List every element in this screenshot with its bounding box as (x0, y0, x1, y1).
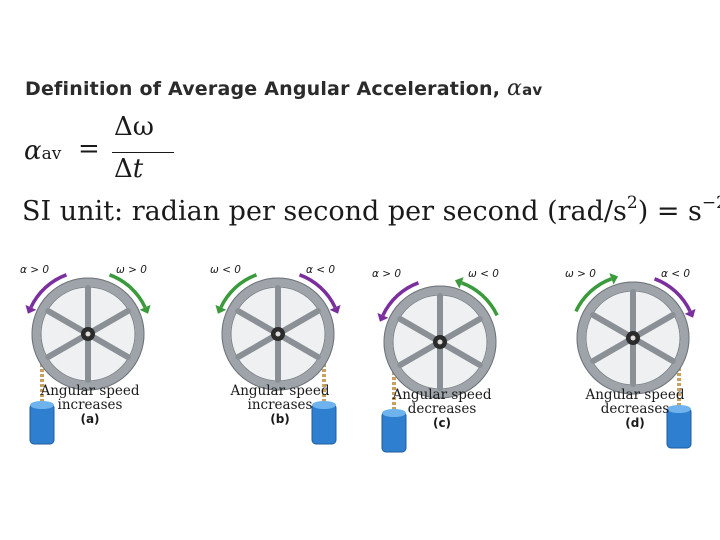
wheel-rim-outer (383, 285, 497, 399)
right-rotation-arrow (108, 273, 147, 309)
wheel-spoke (437, 339, 483, 368)
title-symbol: α (507, 76, 523, 101)
panel-caption: Angular speed increases (b) (215, 384, 345, 426)
arrowhead (377, 312, 389, 322)
equation-lhs: αav (24, 136, 61, 166)
equation-lhs-subscript: av (41, 144, 62, 164)
right-rotation-arrow (298, 273, 337, 309)
wheel-panel: α > 0 ω > 0 Angular speed increases (a) (8, 262, 188, 512)
title-text: Definition of Average Angular Accelerati… (25, 78, 501, 100)
wheel-panel: ω > 0 α < 0 Angular speed decreases (d) (553, 266, 720, 516)
title-subscript: av (522, 81, 543, 99)
wheel-spoke (437, 316, 483, 345)
panel-caption: Angular speed decreases (c) (377, 388, 507, 430)
arrowhead (454, 277, 464, 289)
left-rotation-arrow (219, 273, 258, 309)
wheel-spoke (275, 308, 321, 337)
equation-numerator: Δω (114, 112, 154, 142)
right-quantity-label: α < 0 (661, 268, 691, 280)
arrowhead (609, 273, 619, 285)
right-rotation-arrow (653, 277, 692, 313)
average-angular-acceleration-equation: αav = Δω Δt (24, 112, 224, 192)
right-quantity-label: ω > 0 (116, 264, 147, 276)
block-top (30, 401, 54, 409)
equation-denominator: Δt (114, 154, 143, 184)
left-quantity-label: α > 0 (372, 268, 402, 280)
wheel-axle (275, 331, 281, 337)
definition-title: Definition of Average Angular Accelerati… (25, 76, 542, 101)
wheel-diagram (377, 277, 499, 453)
caption-line: decreases (600, 401, 670, 417)
equation-denominator-delta: Δ (114, 154, 133, 184)
caption-line: Angular speed (230, 383, 330, 399)
arrowhead (329, 304, 341, 314)
wheel-spoke (235, 331, 281, 360)
wheel-spoke (590, 335, 636, 364)
equation-equals: = (78, 134, 100, 164)
caption-line: increases (247, 397, 313, 413)
caption-line: increases (57, 397, 123, 413)
wheel-spoke (630, 312, 676, 341)
wheel-axle (437, 339, 443, 345)
panel-caption: Angular speed decreases (d) (570, 388, 700, 430)
wheel-rim (576, 281, 690, 395)
panel-letter: (d) (625, 416, 645, 430)
left-quantity-label: ω < 0 (210, 264, 241, 276)
si-unit-mid: ) = s (637, 196, 702, 227)
wheel-spoke (85, 331, 131, 360)
left-rotation-arrow (29, 273, 68, 309)
wheel-rim (221, 277, 335, 391)
caption-line: decreases (407, 401, 477, 417)
caption-line: Angular speed (392, 387, 492, 403)
wheel-spoke (45, 331, 91, 360)
wheel-rim-outer (31, 277, 145, 391)
si-unit-text: SI unit: radian per second per second (r… (22, 196, 627, 227)
wheel-rim (383, 285, 497, 399)
wheel-panel: ω < 0 α < 0 Angular speed increases (b) (198, 262, 378, 512)
left-quantity-label: α > 0 (20, 264, 50, 276)
wheel-diagram (215, 273, 341, 445)
block-top (382, 409, 406, 417)
panel-letter: (a) (80, 412, 100, 426)
wheel-spoke (235, 308, 281, 337)
arrowhead (684, 308, 696, 318)
wheel-spoke (630, 335, 676, 364)
si-unit-line: SI unit: radian per second per second (r… (22, 193, 720, 228)
si-unit-exp1: 2 (626, 193, 638, 213)
wheel-axle (85, 331, 91, 337)
right-quantity-label: α < 0 (306, 264, 336, 276)
left-quantity-label: ω > 0 (565, 268, 596, 280)
wheel-diagram (574, 273, 696, 449)
arrowhead (215, 304, 227, 314)
arrowhead (25, 304, 37, 314)
arrowhead (139, 304, 151, 314)
equation-lhs-symbol: α (24, 136, 42, 166)
left-rotation-arrow (574, 277, 613, 313)
right-rotation-arrow (460, 281, 499, 317)
wheel-spoke (275, 331, 321, 360)
panel-caption: Angular speed increases (a) (25, 384, 155, 426)
wheel-rim-outer (576, 281, 690, 395)
fraction-bar (112, 152, 174, 153)
wheel-axle (630, 335, 636, 341)
wheel-spoke (590, 312, 636, 341)
left-rotation-arrow (381, 281, 420, 317)
block-top (312, 401, 336, 409)
equation-denominator-var: t (132, 154, 144, 184)
caption-line: Angular speed (40, 383, 140, 399)
si-unit-exp2: −2 (701, 193, 720, 213)
wheel-spoke (85, 308, 131, 337)
wheel-spoke (45, 308, 91, 337)
wheel-diagram (25, 273, 151, 445)
panel-letter: (b) (270, 412, 290, 426)
wheel-panel: α > 0 ω < 0 Angular speed decreases (c) (360, 266, 540, 516)
caption-line: Angular speed (585, 387, 685, 403)
wheel-spoke (397, 316, 443, 345)
wheel-spoke (397, 339, 443, 368)
wheel-rim (31, 277, 145, 391)
block-top (667, 405, 691, 413)
right-quantity-label: ω < 0 (468, 268, 499, 280)
wheel-rim-outer (221, 277, 335, 391)
panel-letter: (c) (432, 416, 452, 430)
